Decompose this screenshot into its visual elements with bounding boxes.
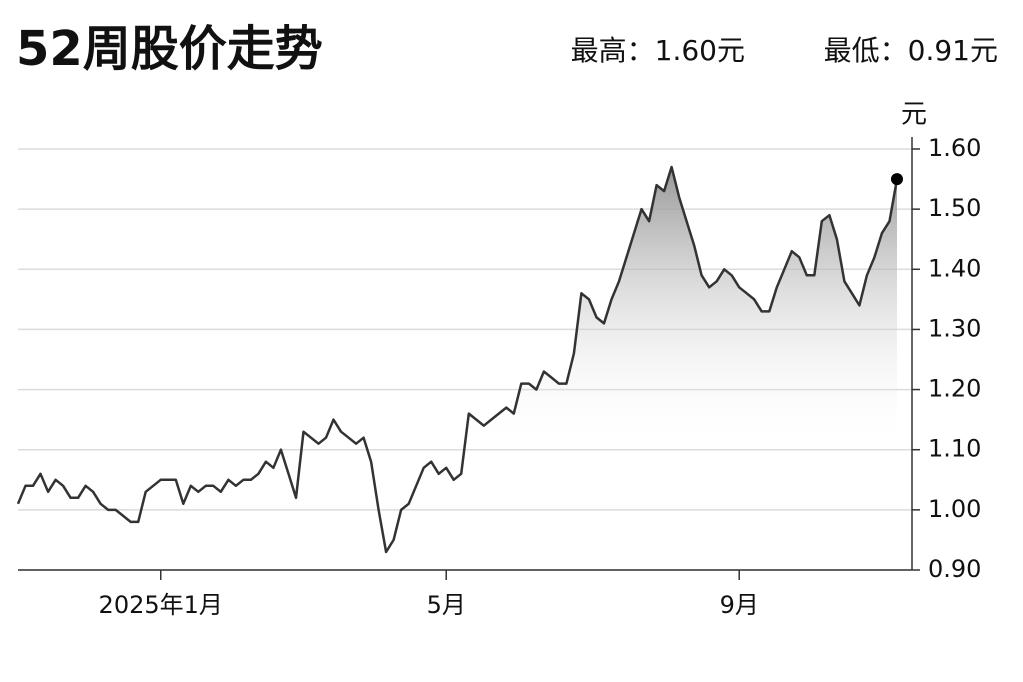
low-note: 最低：0.91元 (824, 34, 998, 67)
x-tick-label: 9月 (720, 591, 759, 619)
y-tick-label: 1.30 (928, 314, 981, 342)
high-note: 最高：1.60元 (571, 34, 745, 67)
y-tick-label: 1.10 (928, 435, 981, 463)
chart-title: 52周股价走势 (16, 21, 323, 77)
x-tick-label: 5月 (427, 591, 466, 619)
price-line (16, 165, 899, 554)
y-tick-label: 1.20 (928, 375, 981, 403)
area (18, 167, 897, 570)
y-tick-label: 1.00 (928, 495, 981, 523)
y-tick-label: 0.90 (928, 555, 981, 583)
y-axis-unit: 元 (901, 100, 927, 130)
end-marker (890, 173, 903, 186)
y-tick-label: 1.50 (928, 194, 981, 222)
y-tick-label: 1.40 (928, 254, 981, 282)
x-tick-label: 2025年1月 (99, 591, 223, 619)
y-tick-label: 1.60 (928, 134, 981, 162)
